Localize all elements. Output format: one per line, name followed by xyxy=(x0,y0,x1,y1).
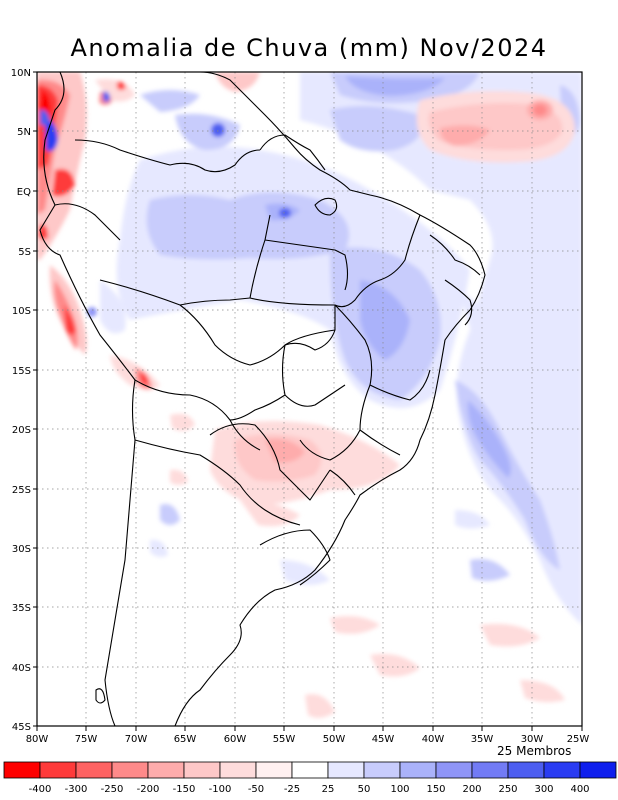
border-bolivia xyxy=(179,304,336,366)
lon-label: 65W xyxy=(174,734,197,745)
lon-label: 45W xyxy=(372,734,395,745)
legend-swatch xyxy=(543,761,581,779)
legend-labels: -400 -300 -250 -200 -150 -100 -50 -25 25… xyxy=(29,784,590,795)
legend-swatch xyxy=(183,761,221,779)
legend-swatch xyxy=(399,761,437,779)
legend-label: -200 xyxy=(137,784,160,795)
legend-label: -250 xyxy=(101,784,124,795)
lat-labels: 10N 5N EQ 5S 10S 15S 20S 25S 30S 35S 40S… xyxy=(11,68,31,733)
legend-color-boxes xyxy=(3,761,617,779)
legend-swatch xyxy=(579,761,617,779)
legend-swatch xyxy=(39,761,77,779)
legend-label: -100 xyxy=(209,784,232,795)
legend-label: 25 xyxy=(322,784,335,795)
color-legend: -400 -300 -250 -200 -150 -100 -50 -25 25… xyxy=(3,761,617,795)
tierra-del-fuego xyxy=(95,688,106,704)
legend-label: 50 xyxy=(358,784,371,795)
border-brazil-states-6 xyxy=(444,279,473,326)
legend-swatch xyxy=(507,761,545,779)
border-brazil-states-4 xyxy=(334,214,421,308)
lat-label: 5N xyxy=(17,127,31,138)
lon-ticks xyxy=(36,726,583,731)
lon-label: 80W xyxy=(26,734,49,745)
lon-labels: 80W 75W 70W 65W 60W 55W 50W 45W 40W 35W … xyxy=(26,734,590,745)
lon-label: 55W xyxy=(273,734,296,745)
border-bolivia-south xyxy=(134,379,261,451)
legend-label: 200 xyxy=(462,784,481,795)
lat-label: EQ xyxy=(17,187,31,198)
lon-label: 30W xyxy=(521,734,544,745)
legend-label: -25 xyxy=(284,784,300,795)
legend-swatch xyxy=(363,761,401,779)
border-brazil-states-7 xyxy=(264,239,349,291)
lat-label: 15S xyxy=(12,366,31,377)
border-brazil-states-9 xyxy=(229,394,286,421)
border-argentina-north xyxy=(134,439,301,526)
legend-swatch xyxy=(471,761,509,779)
lon-label: 50W xyxy=(323,734,346,745)
lat-label: 20S xyxy=(12,425,31,436)
legend-swatch xyxy=(147,761,185,779)
members-count-label: 25 Membros xyxy=(497,744,572,758)
legend-label: -150 xyxy=(173,784,196,795)
legend-label: -400 xyxy=(29,784,52,795)
border-guianas xyxy=(259,134,326,171)
country-borders xyxy=(39,72,486,726)
lon-label: 25W xyxy=(567,734,590,745)
border-venezuela-colombia xyxy=(74,139,261,173)
lat-label: 40S xyxy=(12,663,31,674)
border-peru-brazil xyxy=(99,214,271,306)
lat-label: 30S xyxy=(12,544,31,555)
lat-ticks xyxy=(33,71,37,727)
legend-label: 300 xyxy=(534,784,553,795)
border-colombia-ecuador xyxy=(54,203,121,241)
lon-label: 35W xyxy=(471,734,494,745)
legend-label: 250 xyxy=(498,784,517,795)
border-brazil-states-11 xyxy=(329,469,356,496)
south-america-coastline xyxy=(39,72,486,726)
border-uruguay xyxy=(259,529,331,586)
lat-label: 45S xyxy=(12,722,31,733)
lon-label: 40W xyxy=(422,734,445,745)
anomaly-field xyxy=(37,72,582,718)
border-brazil-states-10 xyxy=(359,429,401,456)
legend-swatch xyxy=(435,761,473,779)
border-brazil-states-5 xyxy=(429,234,481,276)
map-frame xyxy=(36,71,583,727)
legend-label: 100 xyxy=(390,784,409,795)
lon-label: 75W xyxy=(75,734,98,745)
lon-label: 70W xyxy=(125,734,148,745)
legend-swatch xyxy=(111,761,149,779)
legend-label: 400 xyxy=(570,784,589,795)
map-title: Anomalia de Chuva (mm) Nov/2024 xyxy=(70,34,548,62)
lat-label: 5S xyxy=(18,247,31,258)
border-brazil-states-3 xyxy=(299,384,371,461)
lon-label: 60W xyxy=(224,734,247,745)
legend-swatch xyxy=(75,761,113,779)
legend-label: 150 xyxy=(426,784,445,795)
lat-label: 25S xyxy=(12,485,31,496)
border-paraguay xyxy=(209,423,331,501)
legend-swatch xyxy=(3,761,41,779)
lat-label: 10S xyxy=(12,306,31,317)
lat-label: 35S xyxy=(12,603,31,614)
legend-label: -300 xyxy=(65,784,88,795)
border-brazil-states-8 xyxy=(249,297,336,306)
legend-swatch xyxy=(255,761,293,779)
legend-swatch xyxy=(327,761,365,779)
marajo-island xyxy=(314,197,338,216)
legend-label: -50 xyxy=(248,784,264,795)
lat-label: 10N xyxy=(11,68,31,79)
legend-swatch xyxy=(291,761,329,779)
legend-swatch xyxy=(219,761,257,779)
